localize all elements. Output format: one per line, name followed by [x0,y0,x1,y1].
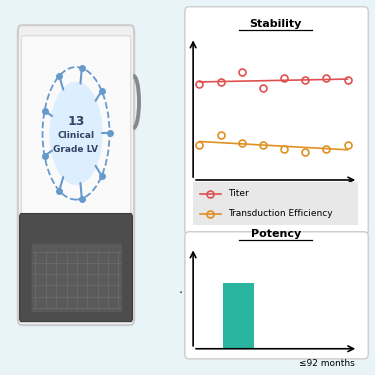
FancyBboxPatch shape [18,25,134,325]
Text: Grade LV: Grade LV [54,144,99,153]
Text: 13: 13 [68,115,85,128]
FancyBboxPatch shape [21,36,130,228]
Text: time: time [265,194,286,204]
Text: ≤92 months: ≤92 months [299,359,355,368]
Text: Titer: Titer [228,189,249,198]
Text: Clinical: Clinical [57,130,94,140]
Text: Potency: Potency [251,230,301,239]
Circle shape [51,83,102,184]
Text: IFNγ: IFNγ [172,287,182,309]
FancyBboxPatch shape [20,213,132,322]
Bar [223,283,254,349]
Text: Transduction Efficiency: Transduction Efficiency [228,209,332,218]
Text: Stability: Stability [249,19,302,29]
FancyBboxPatch shape [31,243,123,313]
